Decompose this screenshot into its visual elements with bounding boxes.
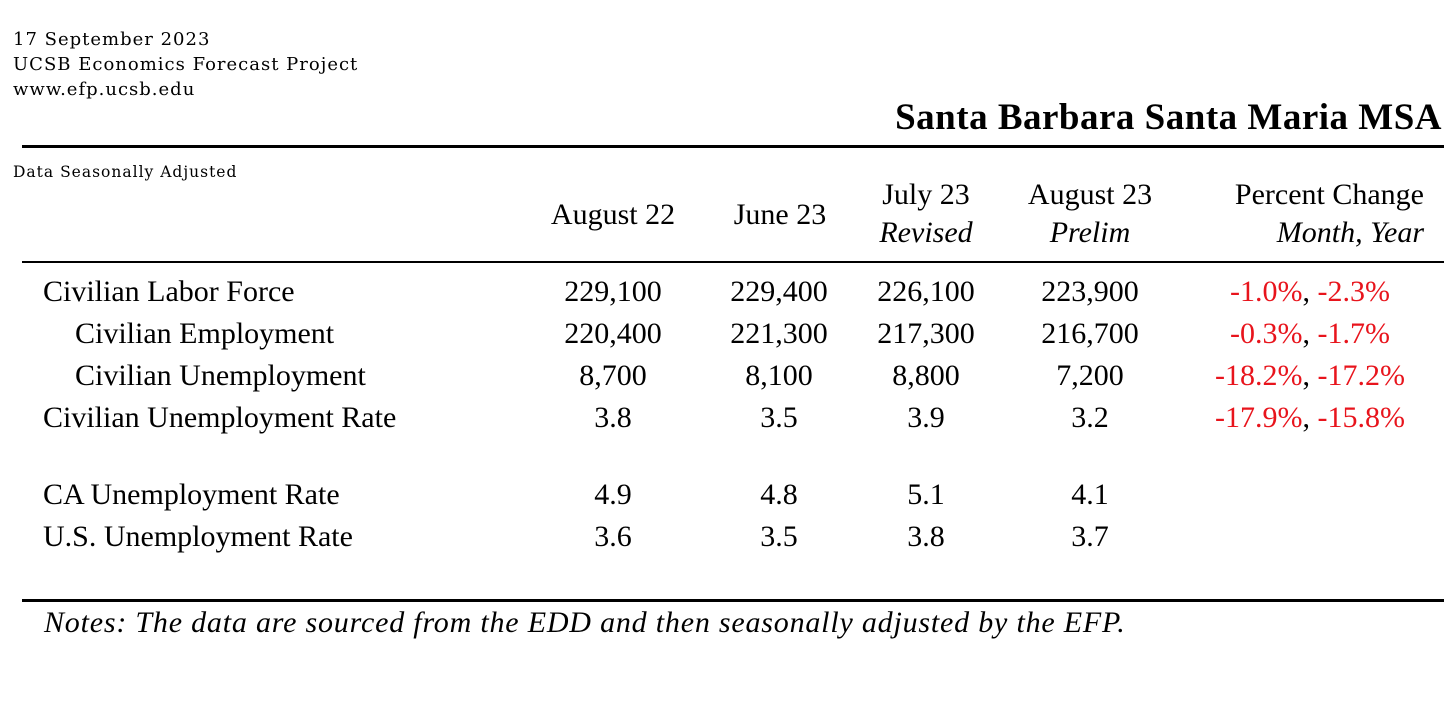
pct-year: -2.3% [1317,275,1390,308]
cell-value: 4.8 [760,478,798,511]
page-title: Santa Barbara Santa Maria MSA [895,97,1442,138]
cell-value: 3.5 [760,520,798,553]
cell-value: 5.1 [907,478,945,511]
row-label-civilian-unemployment-rate: Civilian Unemployment Rate [43,401,397,434]
cell-value: 4.9 [594,478,632,511]
column-header-august-23: August 23 Prelim [1010,176,1170,252]
pct-year: -15.8% [1317,401,1405,434]
pct-separator: , [1302,401,1318,434]
pct-year: -17.2% [1317,359,1405,392]
pct-month: -0.3% [1230,317,1303,350]
seasonal-adjustment-note: Data Seasonally Adjusted [13,163,238,181]
percent-change-cell: -1.0%, -2.3% [1180,274,1440,310]
cell-value: 8,700 [579,359,647,392]
pct-month: -17.9% [1215,401,1303,434]
percent-change-cell: -0.3%, -1.7% [1180,316,1440,352]
report-date: 17 September 2023 [13,29,211,50]
row-label-civilian-unemployment: Civilian Unemployment [75,359,366,392]
column-header-percent-change: Percent Change Month, Year [1180,176,1440,252]
top-rule [22,145,1444,148]
column-header-june-23: June 23 [733,198,827,231]
column-subheader-revised: Revised [879,216,973,249]
pct-month: -1.0% [1230,275,1303,308]
organization-name: UCSB Economics Forecast Project [13,54,359,75]
cell-value: 3.7 [1071,520,1109,553]
cell-value: 223,900 [1041,275,1139,308]
cell-value: 216,700 [1041,317,1139,350]
column-header-august-22: August 22 [550,198,676,231]
percent-change-cell: -17.9%, -15.8% [1180,400,1440,436]
pct-year: -1.7% [1317,317,1390,350]
pct-month: -18.2% [1215,359,1303,392]
cell-value: 3.8 [594,401,632,434]
column-subheader-prelim: Prelim [1049,216,1131,249]
bottom-rule [22,599,1444,602]
row-label-us-unemployment-rate: U.S. Unemployment Rate [43,520,353,553]
cell-value: 226,100 [877,275,975,308]
notes-text: Notes: The data are sourced from the EDD… [44,606,1126,639]
pct-separator: , [1302,275,1318,308]
percent-change-cell: -18.2%, -17.2% [1180,358,1440,394]
cell-value: 229,400 [730,275,828,308]
cell-value: 4.1 [1071,478,1109,511]
row-label-civilian-labor-force: Civilian Labor Force [43,275,295,308]
row-label-ca-unemployment-rate: CA Unemployment Rate [43,478,340,511]
cell-value: 3.6 [594,520,632,553]
pct-separator: , [1302,317,1318,350]
cell-value: 217,300 [877,317,975,350]
column-header-july-23: July 23 Revised [856,176,996,252]
cell-value: 3.8 [907,520,945,553]
pct-separator: , [1302,359,1318,392]
cell-value: 229,100 [564,275,662,308]
cell-value: 3.5 [760,401,798,434]
header-rule [22,261,1444,263]
cell-value: 8,100 [745,359,813,392]
column-subheader-month-year: Month, Year [1276,216,1424,249]
cell-value: 220,400 [564,317,662,350]
cell-value: 7,200 [1056,359,1124,392]
organization-url: www.efp.ucsb.edu [13,79,196,100]
cell-value: 3.2 [1071,401,1109,434]
row-label-civilian-employment: Civilian Employment [75,317,335,350]
cell-value: 221,300 [730,317,828,350]
cell-value: 3.9 [907,401,945,434]
cell-value: 8,800 [892,359,960,392]
